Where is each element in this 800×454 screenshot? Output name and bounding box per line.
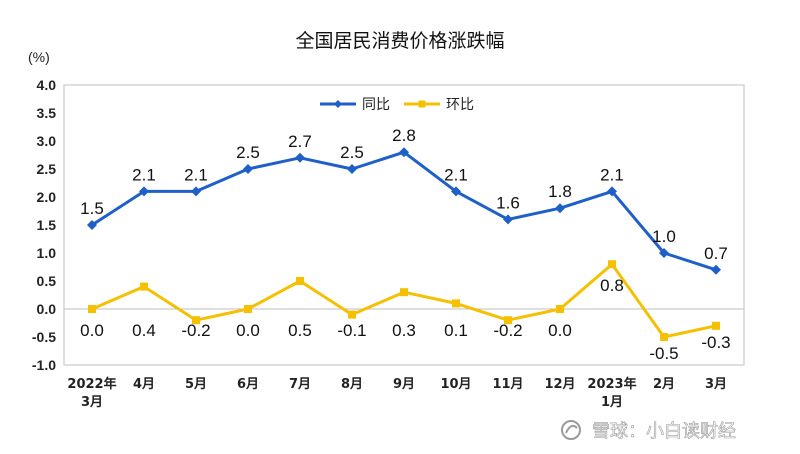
- series-2-data-label: 0.0: [236, 321, 260, 340]
- x-tick-label: 2月: [653, 377, 675, 392]
- plot-area-frame: [63, 84, 745, 366]
- series-2-data-label: -0.2: [493, 321, 522, 340]
- y-tick-label: 2.5: [37, 161, 57, 177]
- series-1-point: [191, 186, 201, 197]
- x-tick-label: 12月: [544, 377, 575, 392]
- series-1-data-label: 2.8: [392, 126, 416, 145]
- series-1-data-label: 2.1: [184, 165, 208, 184]
- x-tick-label: 3月: [705, 377, 727, 392]
- series-2-point: [452, 299, 460, 308]
- x-tick-label: 5月: [185, 377, 207, 392]
- series-2-point: [88, 305, 96, 313]
- series-2-point: [504, 316, 512, 325]
- y-tick-label: 1.5: [37, 217, 57, 233]
- x-tick-label: 7月: [289, 377, 311, 392]
- series-1-data-label: 2.1: [600, 165, 624, 184]
- series-2-point: [140, 282, 148, 291]
- series-2-point: [244, 305, 252, 313]
- series-1-data-label: 2.1: [132, 165, 156, 184]
- series-2-point: [556, 305, 564, 313]
- series-1-data-label: 1.5: [80, 199, 104, 218]
- series-2-point: [608, 260, 616, 269]
- series-2-data-label: 0.1: [444, 321, 468, 340]
- series-layer: [87, 147, 721, 341]
- series-1-data-label: 2.7: [288, 132, 312, 151]
- series-1-point: [295, 152, 305, 163]
- y-tick-label: 3.0: [37, 133, 57, 149]
- x-tick-label: 11月: [492, 377, 523, 392]
- data-labels: 1.5 2.1 2.1 2.5 2.7 2.5 2.8 2.1 1.6 1.8 2.1 1.0 0.7 0…: [80, 126, 730, 363]
- series-1-point: [347, 164, 357, 174]
- y-tick-label: 1.0: [37, 245, 57, 261]
- series-1-point: [503, 214, 513, 225]
- legend: 同比 环比: [320, 97, 474, 113]
- watermark: 雪球：小白读财经: [561, 420, 736, 442]
- series-1-data-label: 2.5: [236, 143, 260, 162]
- y-tick-label: 4.0: [37, 77, 57, 93]
- legend-label-2: 环比: [446, 97, 474, 113]
- series-2-data-label: -0.3: [701, 333, 730, 352]
- series-1-point: [399, 147, 409, 158]
- series-2-data-label: 0.5: [288, 321, 312, 340]
- x-tick-label: 9月: [393, 377, 415, 392]
- snowball-logo: [561, 420, 581, 440]
- y-tick-label: -0.5: [32, 329, 56, 345]
- series-2-data-label: -0.5: [649, 344, 678, 363]
- series-2-data-label: 0.0: [548, 321, 572, 340]
- series-1-data-label: 2.5: [340, 143, 364, 162]
- legend-marker-2: [418, 100, 426, 108]
- series-2-data-label: 0.8: [600, 276, 624, 295]
- y-tick-label: 0.0: [37, 301, 57, 317]
- series-1-data-label: 2.1: [444, 165, 468, 184]
- series-2-point: [660, 333, 668, 341]
- x-tick-label: 2022年: [67, 376, 116, 392]
- legend-marker-1: [334, 100, 342, 108]
- series-1-data-label: 1.6: [496, 193, 520, 212]
- series-2-point: [348, 310, 356, 319]
- y-axis-ticks: 4.0 3.5 3.0 2.5 2.0 1.5 1.0 0.5 0.0 -0.5 -1.0: [32, 77, 56, 373]
- y-tick-label: 2.0: [37, 189, 57, 205]
- series-2-point: [192, 316, 200, 325]
- series-1-point: [243, 164, 253, 174]
- y-tick-label: -1.0: [32, 357, 56, 373]
- series-2-point: [400, 288, 408, 297]
- legend-label-1: 同比: [362, 97, 390, 113]
- series-1-point: [555, 203, 565, 214]
- series-1-point: [659, 248, 669, 258]
- series-2-point: [712, 321, 720, 330]
- series-2-data-label: -0.1: [337, 321, 366, 340]
- watermark-text: 雪球：小白读财经: [592, 421, 736, 442]
- series-1-point: [711, 264, 721, 275]
- x-tick-label: 8月: [341, 377, 363, 392]
- series-2-data-label: 0.4: [132, 321, 156, 340]
- y-axis-unit-label: (%): [28, 49, 50, 65]
- x-tick-label: 1月: [601, 395, 623, 410]
- x-tick-label: 6月: [237, 377, 259, 392]
- y-tick-label: 0.5: [37, 273, 57, 289]
- series-1-point: [139, 186, 149, 197]
- series-1-data-label: 1.8: [548, 182, 572, 201]
- series-2-point: [296, 277, 304, 285]
- x-tick-label: 3月: [81, 395, 103, 410]
- x-tick-label: 2023年: [587, 376, 636, 392]
- series-1-point: [87, 220, 97, 230]
- series-1-data-label: 1.0: [652, 227, 676, 246]
- series-1-point: [607, 186, 617, 197]
- series-2-data-label: 0.3: [392, 321, 416, 340]
- chart-title: 全国居民消费价格涨跌幅: [295, 30, 504, 52]
- series-2-data-label: -0.2: [181, 321, 210, 340]
- y-tick-label: 3.5: [37, 105, 57, 121]
- series-1-point: [451, 186, 461, 197]
- x-tick-label: 10月: [440, 377, 471, 392]
- series-1-data-label: 0.7: [704, 244, 728, 263]
- series-2-data-label: 0.0: [80, 321, 104, 340]
- x-axis-ticks: 2022年 3月 4月 5月 6月 7月 8月 9月 10月 11月 12月 2023年 1月 2月 3月: [67, 376, 727, 410]
- x-tick-label: 4月: [133, 377, 155, 392]
